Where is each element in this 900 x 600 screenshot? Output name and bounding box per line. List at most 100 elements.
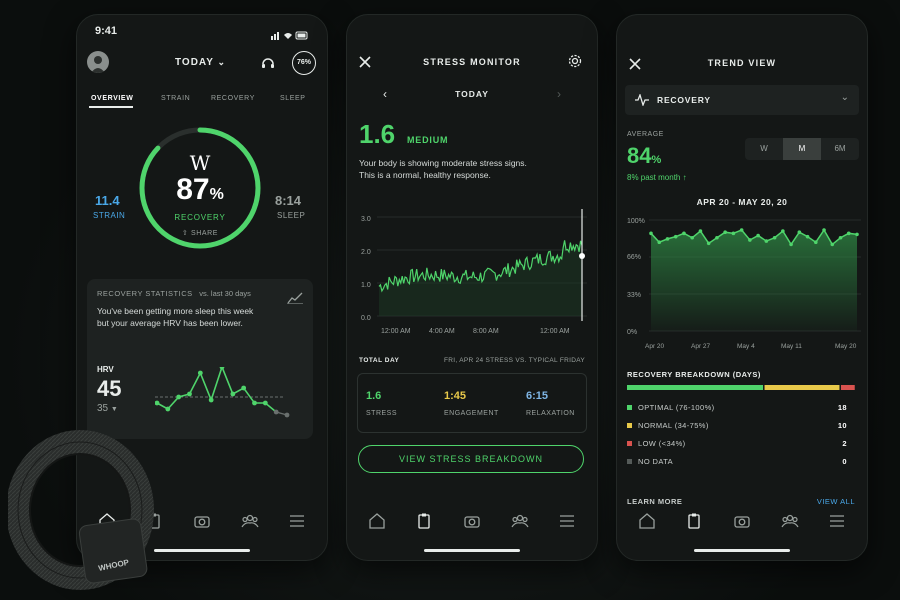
breakdown-value: 2: [842, 439, 847, 448]
stress-chart[interactable]: 3.0 2.0 1.0 0.0 12:00 AM 4:00 AM 8:00 AM…: [355, 209, 591, 337]
camera-icon[interactable]: [733, 512, 751, 530]
breakdown-swatch: [627, 423, 632, 428]
tab-overview[interactable]: OVERVIEW: [91, 95, 134, 102]
trend-point: [706, 241, 711, 246]
stat-engagement-value: 1:45: [444, 390, 467, 402]
chevron-down-icon: ⌄: [217, 57, 227, 67]
stress-value: 1.6: [359, 119, 396, 149]
battery-badge[interactable]: 76%: [292, 51, 316, 75]
trend-point: [846, 231, 851, 236]
gear-icon[interactable]: [567, 53, 583, 74]
hrv-point: [155, 400, 160, 406]
community-icon[interactable]: [241, 512, 259, 530]
breakdown-value: 18: [837, 403, 847, 412]
share-icon: ⇧: [181, 230, 189, 237]
stress-stats-card: 1.6 STRESS 1:45 ENGAGEMENT 6:15 RELAXATI…: [357, 373, 587, 433]
headset-icon[interactable]: [260, 55, 276, 76]
range-m[interactable]: M: [783, 138, 821, 160]
x-tick-4: May 20: [835, 343, 857, 350]
home-icon[interactable]: [638, 512, 656, 530]
total-day-label: TOTAL DAY: [359, 357, 400, 364]
stat-relaxation-value: 6:15: [526, 390, 549, 402]
community-icon[interactable]: [511, 512, 529, 530]
range-6m[interactable]: 6M: [834, 144, 846, 153]
dropdown-label: RECOVERY: [657, 95, 711, 105]
breakdown-row: NORMAL (34-75%) 10: [627, 421, 857, 439]
stats-period: vs. last 30 days: [199, 289, 251, 298]
home-indicator: [154, 549, 250, 552]
avatar[interactable]: [87, 51, 109, 73]
chevron-right-icon[interactable]: ›: [557, 87, 561, 101]
strain-value: 11.4: [95, 193, 120, 208]
whoop-logo: W: [189, 151, 211, 175]
breakdown-label: NO DATA: [638, 457, 674, 466]
y-tick-0: 0%: [627, 329, 637, 336]
recovery-pct: %: [209, 186, 224, 203]
home-indicator: [694, 549, 790, 552]
phone-trend-view: TREND VIEW RECOVERY ⌄ AVERAGE 84% 8% pas…: [616, 14, 868, 561]
stress-level: MEDIUM: [407, 135, 449, 145]
range-w[interactable]: W: [760, 144, 768, 153]
view-stress-breakdown-button[interactable]: VIEW STRESS BREAKDOWN: [358, 445, 584, 473]
sleep-value: 8:14: [275, 193, 302, 208]
hrv-sub-value: 35: [97, 403, 109, 414]
recovery-statistics-card[interactable]: RECOVERY STATISTICS vs. last 30 days You…: [87, 279, 313, 439]
close-icon[interactable]: [359, 55, 371, 73]
tab-sleep[interactable]: SLEEP: [280, 95, 306, 102]
tab-underline: [89, 106, 133, 108]
bottom-nav: [77, 506, 327, 536]
date-selector[interactable]: TODAY ⌄: [175, 57, 226, 68]
tab-recovery[interactable]: RECOVERY: [211, 95, 255, 102]
breakdown-row: LOW (<34%) 2: [627, 439, 857, 457]
recovery-ring: [139, 127, 261, 249]
close-icon[interactable]: [629, 57, 641, 75]
breakdown-value: 0: [842, 457, 847, 466]
chevron-left-icon[interactable]: ‹: [383, 87, 387, 101]
trend-point: [690, 235, 694, 240]
breakdown-label: LOW (<34%): [638, 439, 686, 448]
community-icon[interactable]: [781, 512, 799, 530]
clipboard-icon[interactable]: [415, 512, 433, 530]
hrv-point: [252, 400, 257, 406]
page-title: STRESS MONITOR: [423, 57, 521, 67]
recovery-score: 87%: [159, 173, 241, 207]
hrv-point: [241, 385, 247, 391]
hrv-value: 45: [97, 376, 122, 401]
hrv-point: [273, 409, 279, 415]
date-range: APR 20 - MAY 20, 20: [696, 197, 788, 207]
y-tick-1: 1.0: [361, 282, 371, 289]
breakdown-swatch: [627, 405, 632, 410]
trend-point: [855, 232, 859, 237]
x-tick-1: Apr 27: [691, 343, 711, 350]
view-all-link[interactable]: VIEW ALL: [816, 497, 855, 506]
breakdown-label: OPTIMAL (76-100%): [638, 403, 715, 412]
menu-icon[interactable]: [288, 512, 306, 530]
trend-point: [756, 233, 760, 238]
compare-label: FRI, APR 24 STRESS VS. TYPICAL FRIDAY: [443, 357, 585, 364]
menu-icon[interactable]: [828, 512, 846, 530]
chevron-down-icon: ⌄: [840, 92, 849, 103]
breakdown-swatch: [627, 441, 632, 446]
tab-strain[interactable]: STRAIN: [161, 95, 191, 102]
home-icon[interactable]: [368, 512, 386, 530]
share-button[interactable]: ⇧ SHARE: [159, 229, 241, 237]
learn-more-label: LEARN MORE: [627, 497, 683, 506]
recovery-ring-arc: [139, 127, 261, 249]
x-tick-2: May 4: [737, 343, 755, 350]
menu-icon[interactable]: [558, 512, 576, 530]
x-tick-2: 8:00 AM: [473, 328, 499, 335]
y-tick-2: 2.0: [361, 249, 371, 256]
trend-point: [772, 235, 777, 240]
trend-point: [731, 231, 736, 236]
camera-icon[interactable]: [463, 512, 481, 530]
camera-icon[interactable]: [193, 512, 211, 530]
hrv-point: [262, 400, 268, 406]
clipboard-icon[interactable]: [685, 512, 703, 530]
trend-point: [805, 234, 810, 239]
trend-point: [789, 242, 793, 247]
metric-dropdown[interactable]: RECOVERY ⌄: [625, 85, 859, 115]
phone-stress-monitor: STRESS MONITOR ‹ TODAY › 1.6 MEDIUM Your…: [346, 14, 598, 561]
hrv-point: [165, 406, 171, 412]
x-tick-0: Apr 20: [645, 343, 665, 350]
trend-chart[interactable]: 100% 66% 33% 0% Apr 20 Apr 27 May 4 May …: [621, 213, 865, 353]
